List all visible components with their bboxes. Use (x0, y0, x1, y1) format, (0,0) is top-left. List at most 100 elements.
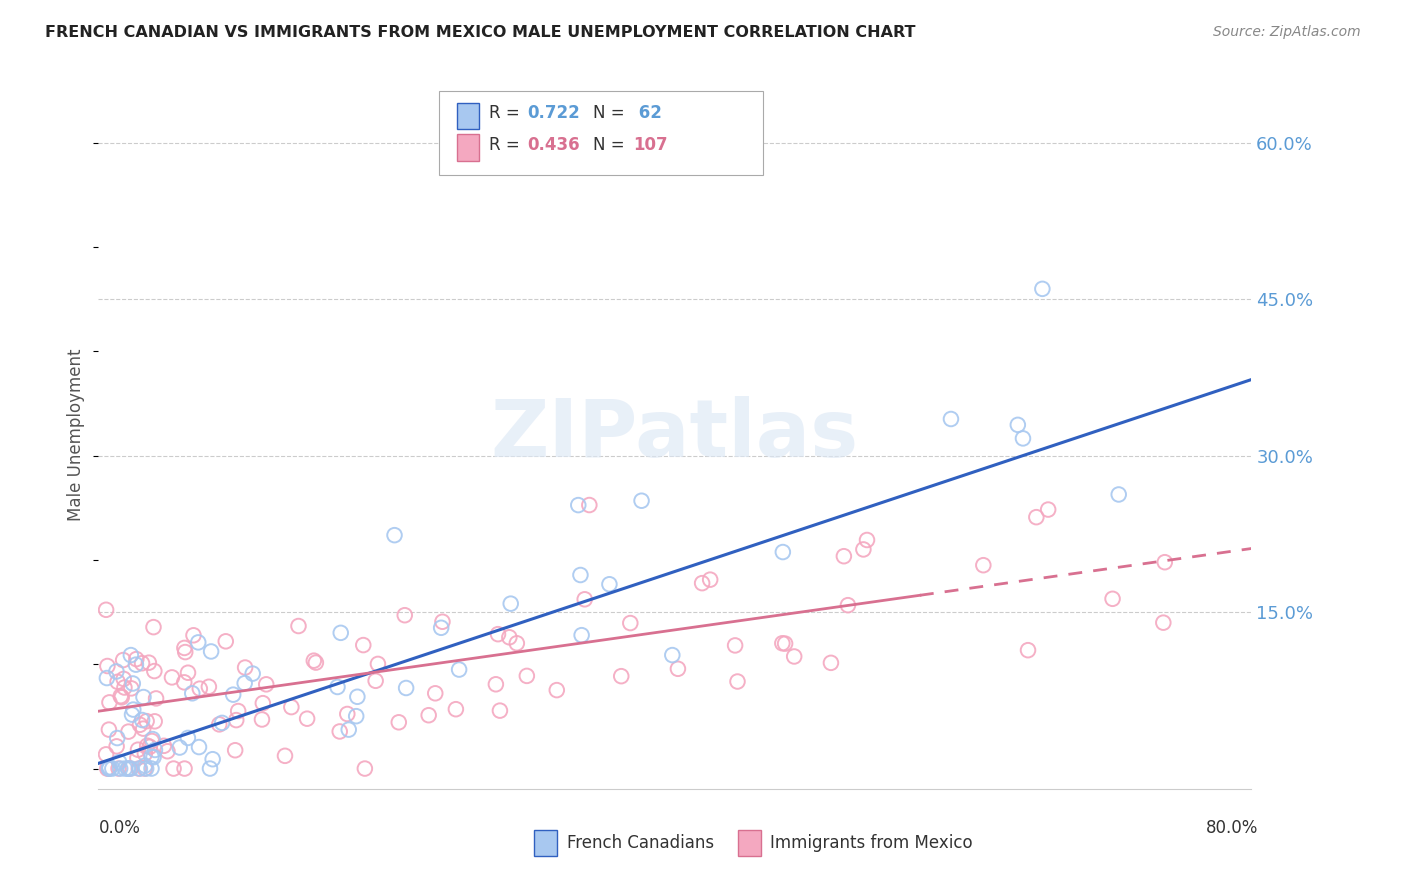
Point (1153, 555, 1175, 569)
Point (110, 689, 132, 703)
Point (367, 657, 389, 671)
Point (250, 713, 273, 727)
Point (143, 714, 166, 729)
Point (506, 636, 529, 650)
Point (160, 670, 183, 684)
Point (1152, 615, 1174, 630)
Point (1012, 431, 1035, 445)
Point (329, 724, 352, 739)
Point (569, 568, 592, 582)
Point (97, 762, 120, 776)
Point (188, 681, 211, 696)
Point (200, 644, 222, 658)
Point (173, 640, 195, 655)
Point (128, 762, 150, 776)
Point (107, 674, 129, 689)
Point (485, 677, 508, 691)
Point (242, 666, 264, 681)
Point (773, 637, 796, 651)
Point (134, 762, 156, 776)
Point (122, 702, 145, 716)
Point (489, 704, 512, 718)
Point (336, 706, 359, 721)
Text: FRENCH CANADIAN VS IMMIGRANTS FROM MEXICO MALE UNEMPLOYMENT CORRELATION CHART: FRENCH CANADIAN VS IMMIGRANTS FROM MEXIC… (45, 25, 915, 40)
Point (352, 638, 374, 652)
Point (666, 662, 689, 676)
Point (141, 734, 163, 748)
Point (131, 657, 153, 671)
Point (131, 713, 153, 727)
Point (432, 615, 454, 629)
Point (364, 673, 387, 688)
Point (117, 724, 139, 739)
Point (153, 739, 176, 753)
Point (142, 732, 165, 747)
Point (96, 762, 118, 776)
Point (254, 677, 277, 691)
Point (346, 690, 368, 704)
Point (280, 700, 302, 714)
Point (142, 750, 165, 764)
Point (1108, 487, 1130, 501)
Point (724, 639, 747, 653)
Point (136, 739, 159, 753)
Point (727, 674, 749, 689)
Point (97, 762, 120, 776)
Point (571, 628, 593, 642)
Point (225, 713, 247, 727)
Point (128, 762, 150, 776)
Text: Source: ZipAtlas.com: Source: ZipAtlas.com (1213, 25, 1361, 39)
Point (198, 762, 221, 776)
Point (832, 549, 855, 564)
Point (1101, 591, 1123, 606)
Point (499, 597, 522, 611)
Point (1025, 510, 1047, 524)
Text: 62: 62 (633, 104, 662, 122)
Point (177, 665, 200, 680)
Point (233, 660, 256, 674)
Point (125, 657, 148, 672)
Point (181, 686, 204, 700)
Point (120, 681, 142, 696)
Point (114, 762, 136, 776)
Point (418, 708, 440, 723)
Y-axis label: Male Unemployment: Male Unemployment (67, 349, 86, 521)
Point (326, 680, 349, 694)
Point (129, 718, 152, 732)
Text: French Canadians: French Canadians (567, 834, 714, 852)
Point (145, 691, 167, 706)
Point (134, 758, 156, 772)
Point (96, 659, 118, 673)
Point (143, 664, 166, 678)
Point (302, 654, 325, 668)
Point (120, 648, 142, 662)
Point (125, 652, 148, 666)
Point (107, 762, 129, 776)
Point (852, 542, 875, 557)
Point (837, 598, 859, 612)
Point (233, 676, 256, 690)
Text: 107: 107 (633, 136, 668, 153)
Point (252, 696, 274, 710)
Point (108, 762, 131, 776)
Point (121, 676, 143, 690)
Point (939, 412, 962, 426)
Point (101, 762, 124, 776)
Point (384, 528, 406, 542)
Point (117, 762, 139, 776)
Point (337, 723, 360, 737)
Point (96, 671, 118, 685)
Point (127, 742, 149, 756)
Point (156, 744, 179, 758)
Point (498, 630, 520, 644)
Point (183, 628, 205, 642)
Point (201, 752, 224, 766)
Text: R =: R = (489, 104, 526, 122)
Point (699, 573, 721, 587)
Point (1031, 282, 1053, 296)
Point (772, 545, 794, 559)
Text: 80.0%: 80.0% (1206, 819, 1258, 837)
Point (578, 498, 600, 512)
Point (98, 762, 121, 776)
Point (661, 648, 683, 662)
